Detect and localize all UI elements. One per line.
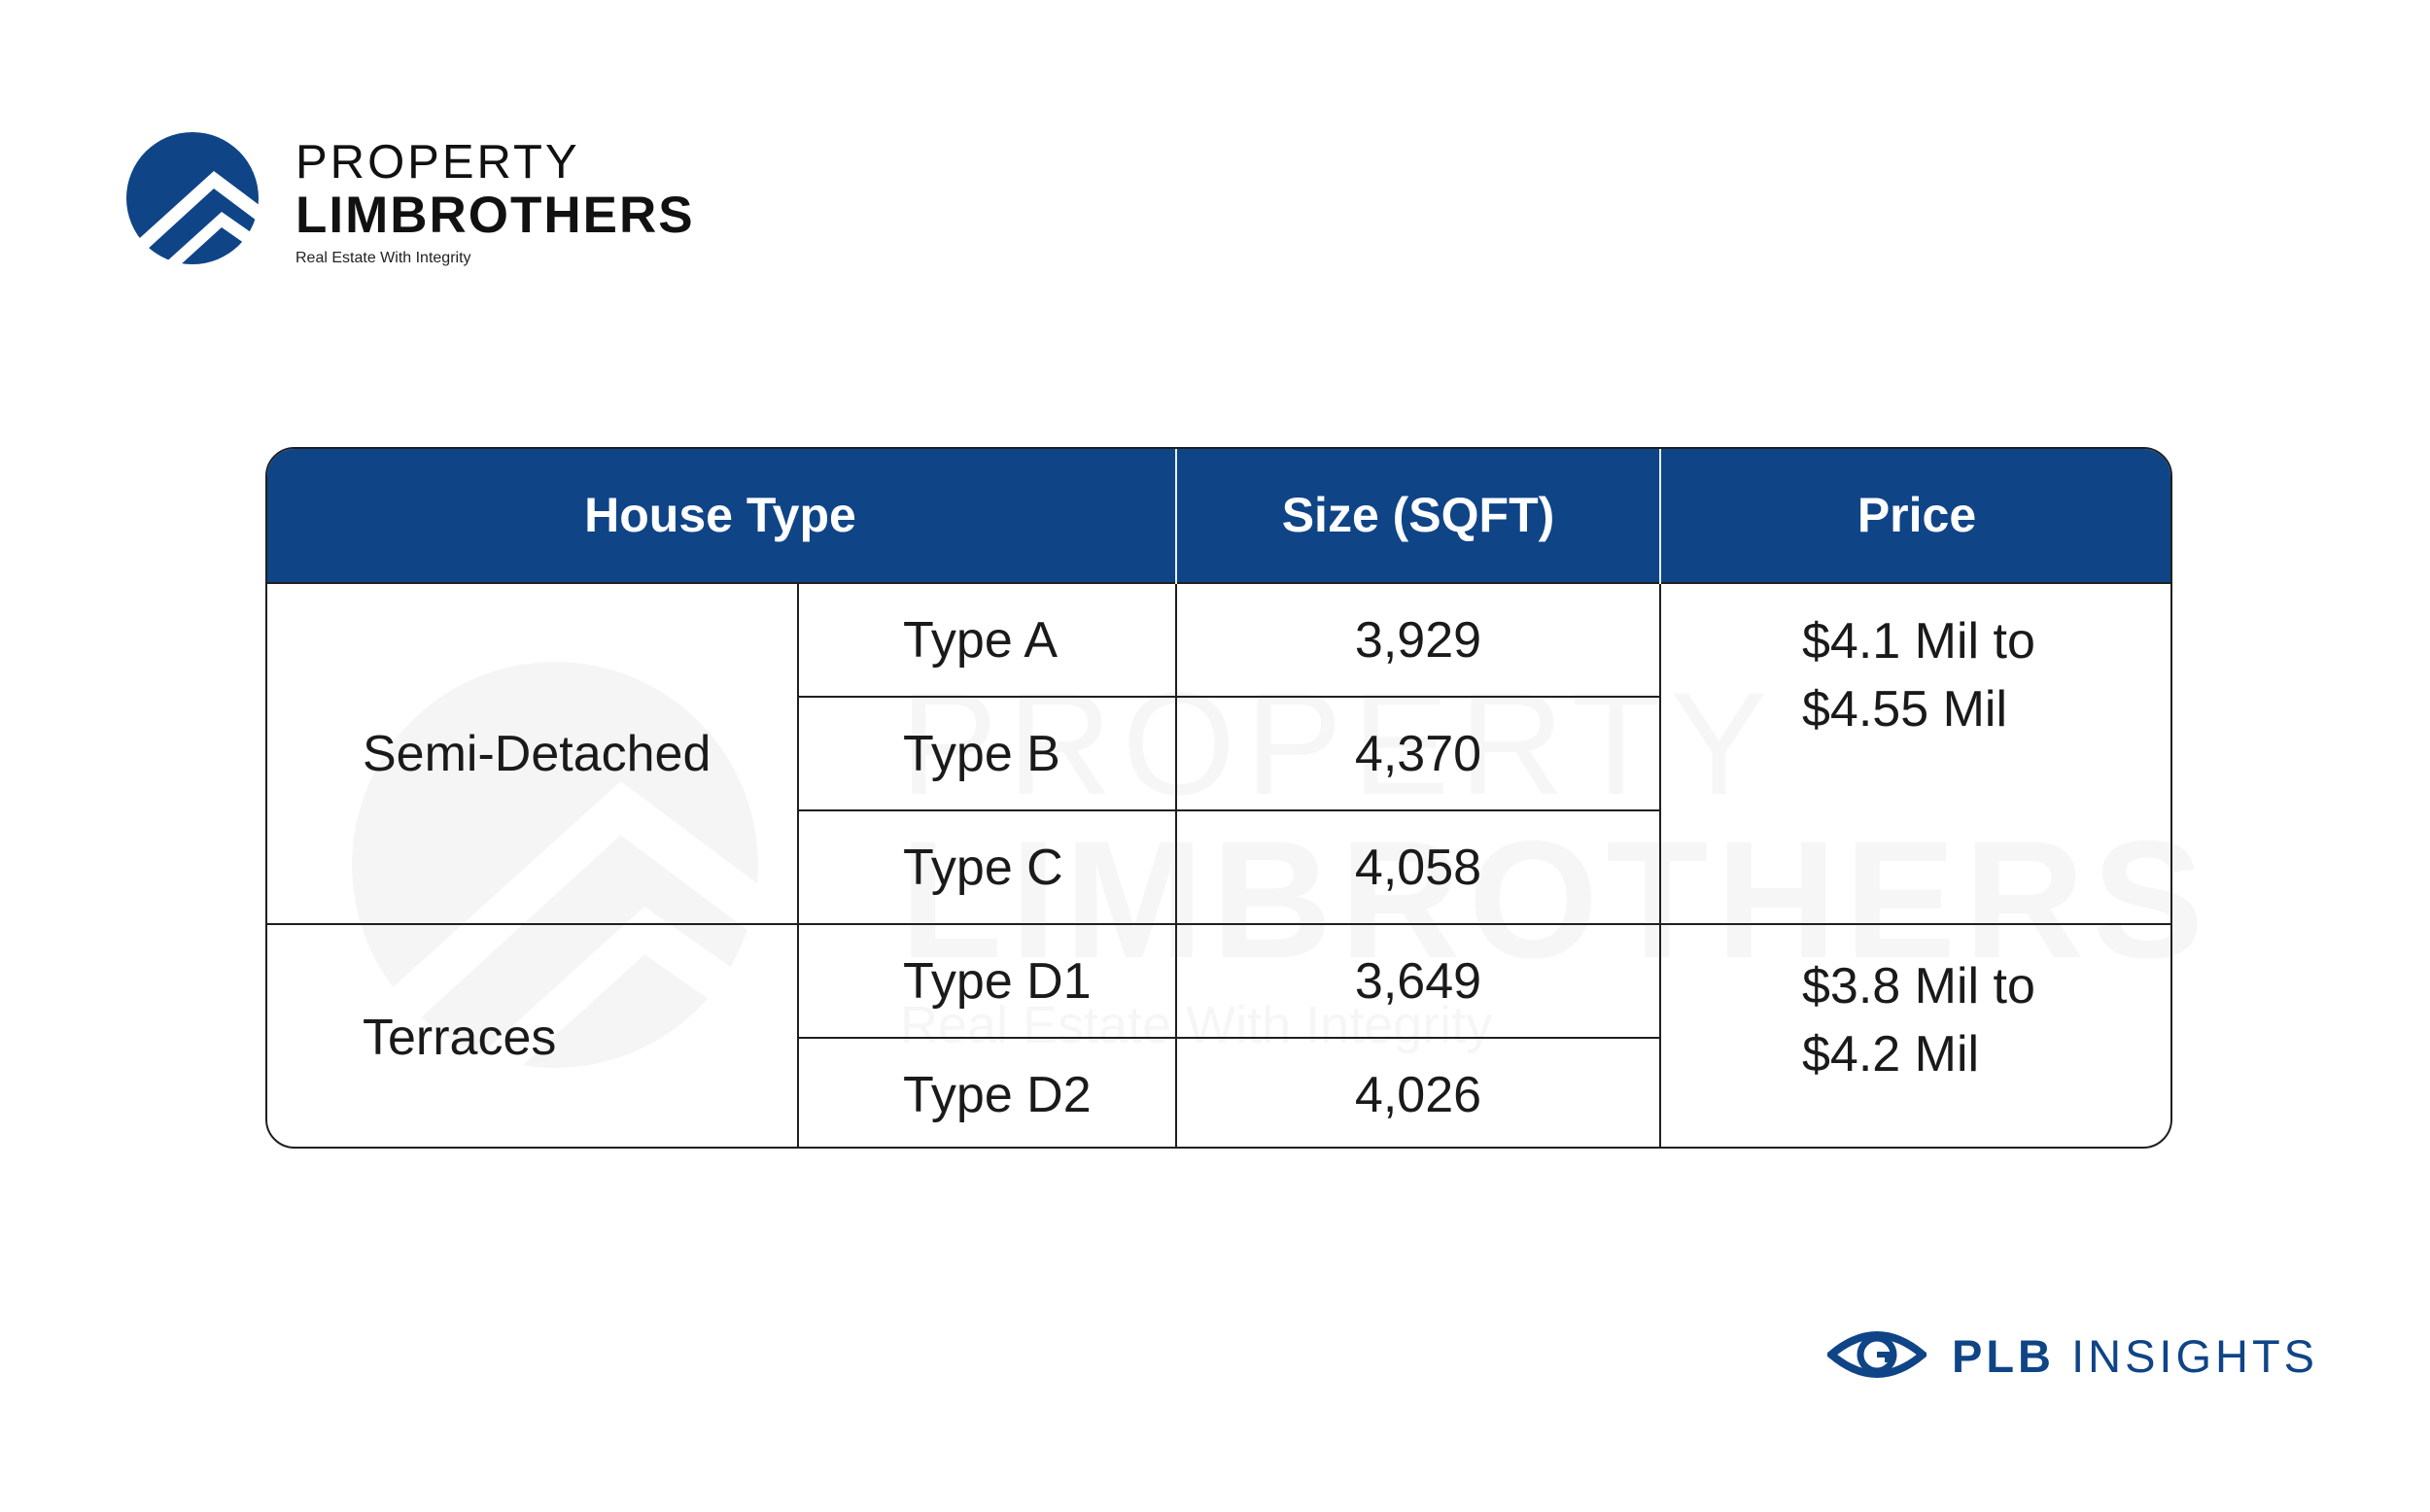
table-header-row: House Type Size (SQFT) Price [267, 449, 2170, 583]
header-price: Price [1660, 449, 2170, 583]
price-cell-terraces: $3.8 Mil to $4.2 Mil [1659, 923, 2170, 1147]
size-cell: 4,026 [1175, 1037, 1661, 1147]
header-house-type: House Type [267, 449, 1177, 583]
price-cell-semi-detached: $4.1 Mil to $4.55 Mil [1659, 582, 2170, 925]
insights-label: INSIGHTS [2071, 1330, 2319, 1382]
type-cell: Type D2 [797, 1037, 1177, 1147]
size-cell: 4,370 [1175, 696, 1661, 811]
type-cell: Type D1 [797, 923, 1177, 1039]
price-line: $4.1 Mil to [1802, 613, 2035, 670]
table-row: Type D2 4,026 [267, 1037, 2170, 1147]
type-cell: Type B [797, 696, 1177, 811]
price-table-container: House Type Size (SQFT) Price Semi-Detach… [265, 447, 2172, 1149]
header-size: Size (SQFT) [1176, 449, 1661, 583]
size-cell: 3,649 [1175, 923, 1661, 1039]
price-table: House Type Size (SQFT) Price Semi-Detach… [267, 449, 2170, 1147]
group-terraces: Terraces [267, 923, 799, 1147]
table-row: Type B 4,370 [267, 696, 2170, 811]
type-cell: Type C [797, 809, 1177, 925]
size-cell: 4,058 [1175, 809, 1661, 925]
logo-tagline: Real Estate With Integrity [295, 250, 471, 266]
type-cell: Type A [797, 582, 1177, 698]
table-row: Semi-Detached Type A 3,929 $4.1 Mil to $… [267, 582, 2170, 925]
group-semi-detached: Semi-Detached [267, 582, 799, 925]
table-row: Terraces Type D1 3,649 $3.8 Mil to $4.2 … [267, 923, 2170, 1147]
price-line: $3.8 Mil to [1802, 958, 2035, 1014]
brand-logo: PROPERTY LIMBROTHERS Real Estate With In… [124, 130, 708, 276]
table-row: Type C 4,058 [267, 809, 2170, 925]
size-cell: 3,929 [1175, 582, 1661, 698]
plb-insights-brand: PLB INSIGHTS [1827, 1323, 2333, 1392]
logo-line-limbrothers: LIMBROTHERS [295, 187, 695, 244]
logo-line-property: PROPERTY [295, 136, 580, 189]
eye-icon [1827, 1331, 1927, 1378]
insights-plb: PLB [1952, 1330, 2055, 1382]
price-line: $4.55 Mil [1802, 681, 2007, 738]
price-line: $4.2 Mil [1802, 1026, 1980, 1082]
house-roof-circle-logo-icon [126, 132, 260, 266]
